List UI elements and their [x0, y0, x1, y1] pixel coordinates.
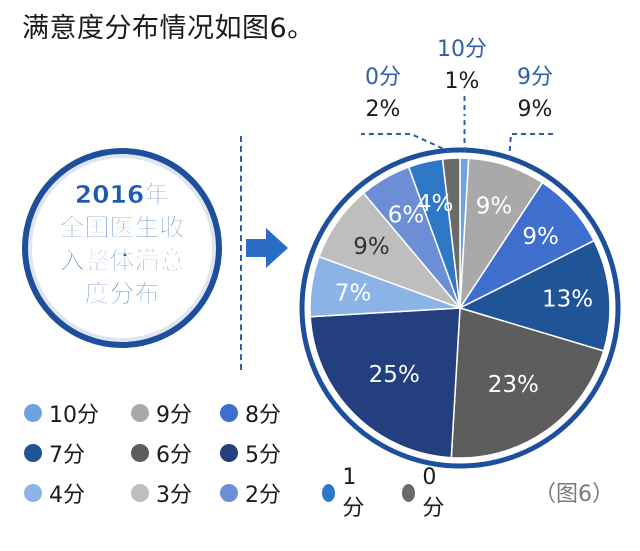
legend-label: 10分: [49, 403, 99, 428]
badge-line-3: 入整体满意: [59, 246, 185, 276]
figure-label: （图6）: [534, 482, 614, 507]
callout-category: 0分: [365, 65, 401, 90]
badge-line-4: 度分布: [84, 279, 160, 309]
pie-slice-7分: [457, 239, 611, 352]
slice-value-label: 13%: [542, 287, 593, 313]
legend-item: 10分: [24, 398, 99, 428]
legend-swatch: [220, 404, 238, 422]
pie-slice-6分: [450, 307, 605, 459]
slice-value-label: 25%: [369, 362, 420, 388]
legend-label: 6分: [156, 443, 192, 468]
legend-item: 2分: [220, 478, 281, 508]
slice-value-label: 23%: [488, 372, 539, 398]
slice-value-label: 9%: [353, 234, 390, 260]
legend-swatch: [24, 404, 42, 422]
legend-item: 0分: [402, 465, 449, 521]
callout-percent: 2%: [366, 97, 401, 122]
legend-item: 3分: [131, 478, 192, 508]
callout-category: 10分: [437, 37, 487, 62]
legend-item: 7分: [24, 438, 85, 468]
callout-percent: 9%: [518, 97, 553, 122]
arrow-right-icon: [246, 228, 288, 268]
callout-percent: 1%: [445, 69, 480, 94]
legend-item: 9分: [131, 398, 192, 428]
slice-value-label: 7%: [335, 280, 372, 306]
callout-category: 9分: [517, 65, 553, 90]
legend-label: 7分: [49, 443, 85, 468]
legend-label: 5分: [245, 443, 281, 468]
legend-label: 3分: [156, 483, 192, 508]
divider-line: [240, 136, 242, 370]
badge-line-1: 2016年: [74, 180, 170, 210]
legend-label: 8分: [245, 403, 281, 428]
legend-swatch: [24, 484, 42, 502]
legend-swatch: [402, 484, 416, 502]
slice-value-label: 4%: [417, 191, 454, 217]
legend-item: 4分: [24, 478, 85, 508]
legend-swatch: [131, 484, 149, 502]
page-title: 满意度分布情况如图6。: [22, 13, 315, 44]
legend-label: 1分: [342, 464, 365, 521]
callout-line: [508, 133, 557, 160]
pie-slice-0分: [441, 157, 461, 309]
badge-circle: [22, 148, 222, 348]
slice-value-label: 9%: [476, 193, 513, 219]
slice-value-label: 6%: [388, 202, 425, 228]
legend-swatch: [131, 444, 149, 462]
legend-item: 6分: [131, 438, 192, 468]
legend-swatch: [131, 404, 149, 422]
legend-swatch: [24, 444, 42, 462]
legend-item: 1分: [322, 465, 369, 521]
pie-slice-5分: [309, 307, 461, 459]
legend-label: 0分: [422, 464, 445, 521]
slice-value-label: 9%: [522, 224, 559, 250]
legend-label: 4分: [49, 483, 85, 508]
badge-line-2: 全国医生收: [59, 213, 185, 243]
legend-item: 5分: [220, 438, 281, 468]
legend-swatch: [220, 484, 238, 502]
legend-swatch: [322, 484, 336, 502]
legend-label: 9分: [156, 403, 192, 428]
legend-label: 2分: [245, 483, 281, 508]
legend-swatch: [220, 444, 238, 462]
badge-text: 2016年 全国医生收 入整体满意 度分布: [30, 178, 214, 310]
legend-item: 8分: [220, 398, 281, 428]
